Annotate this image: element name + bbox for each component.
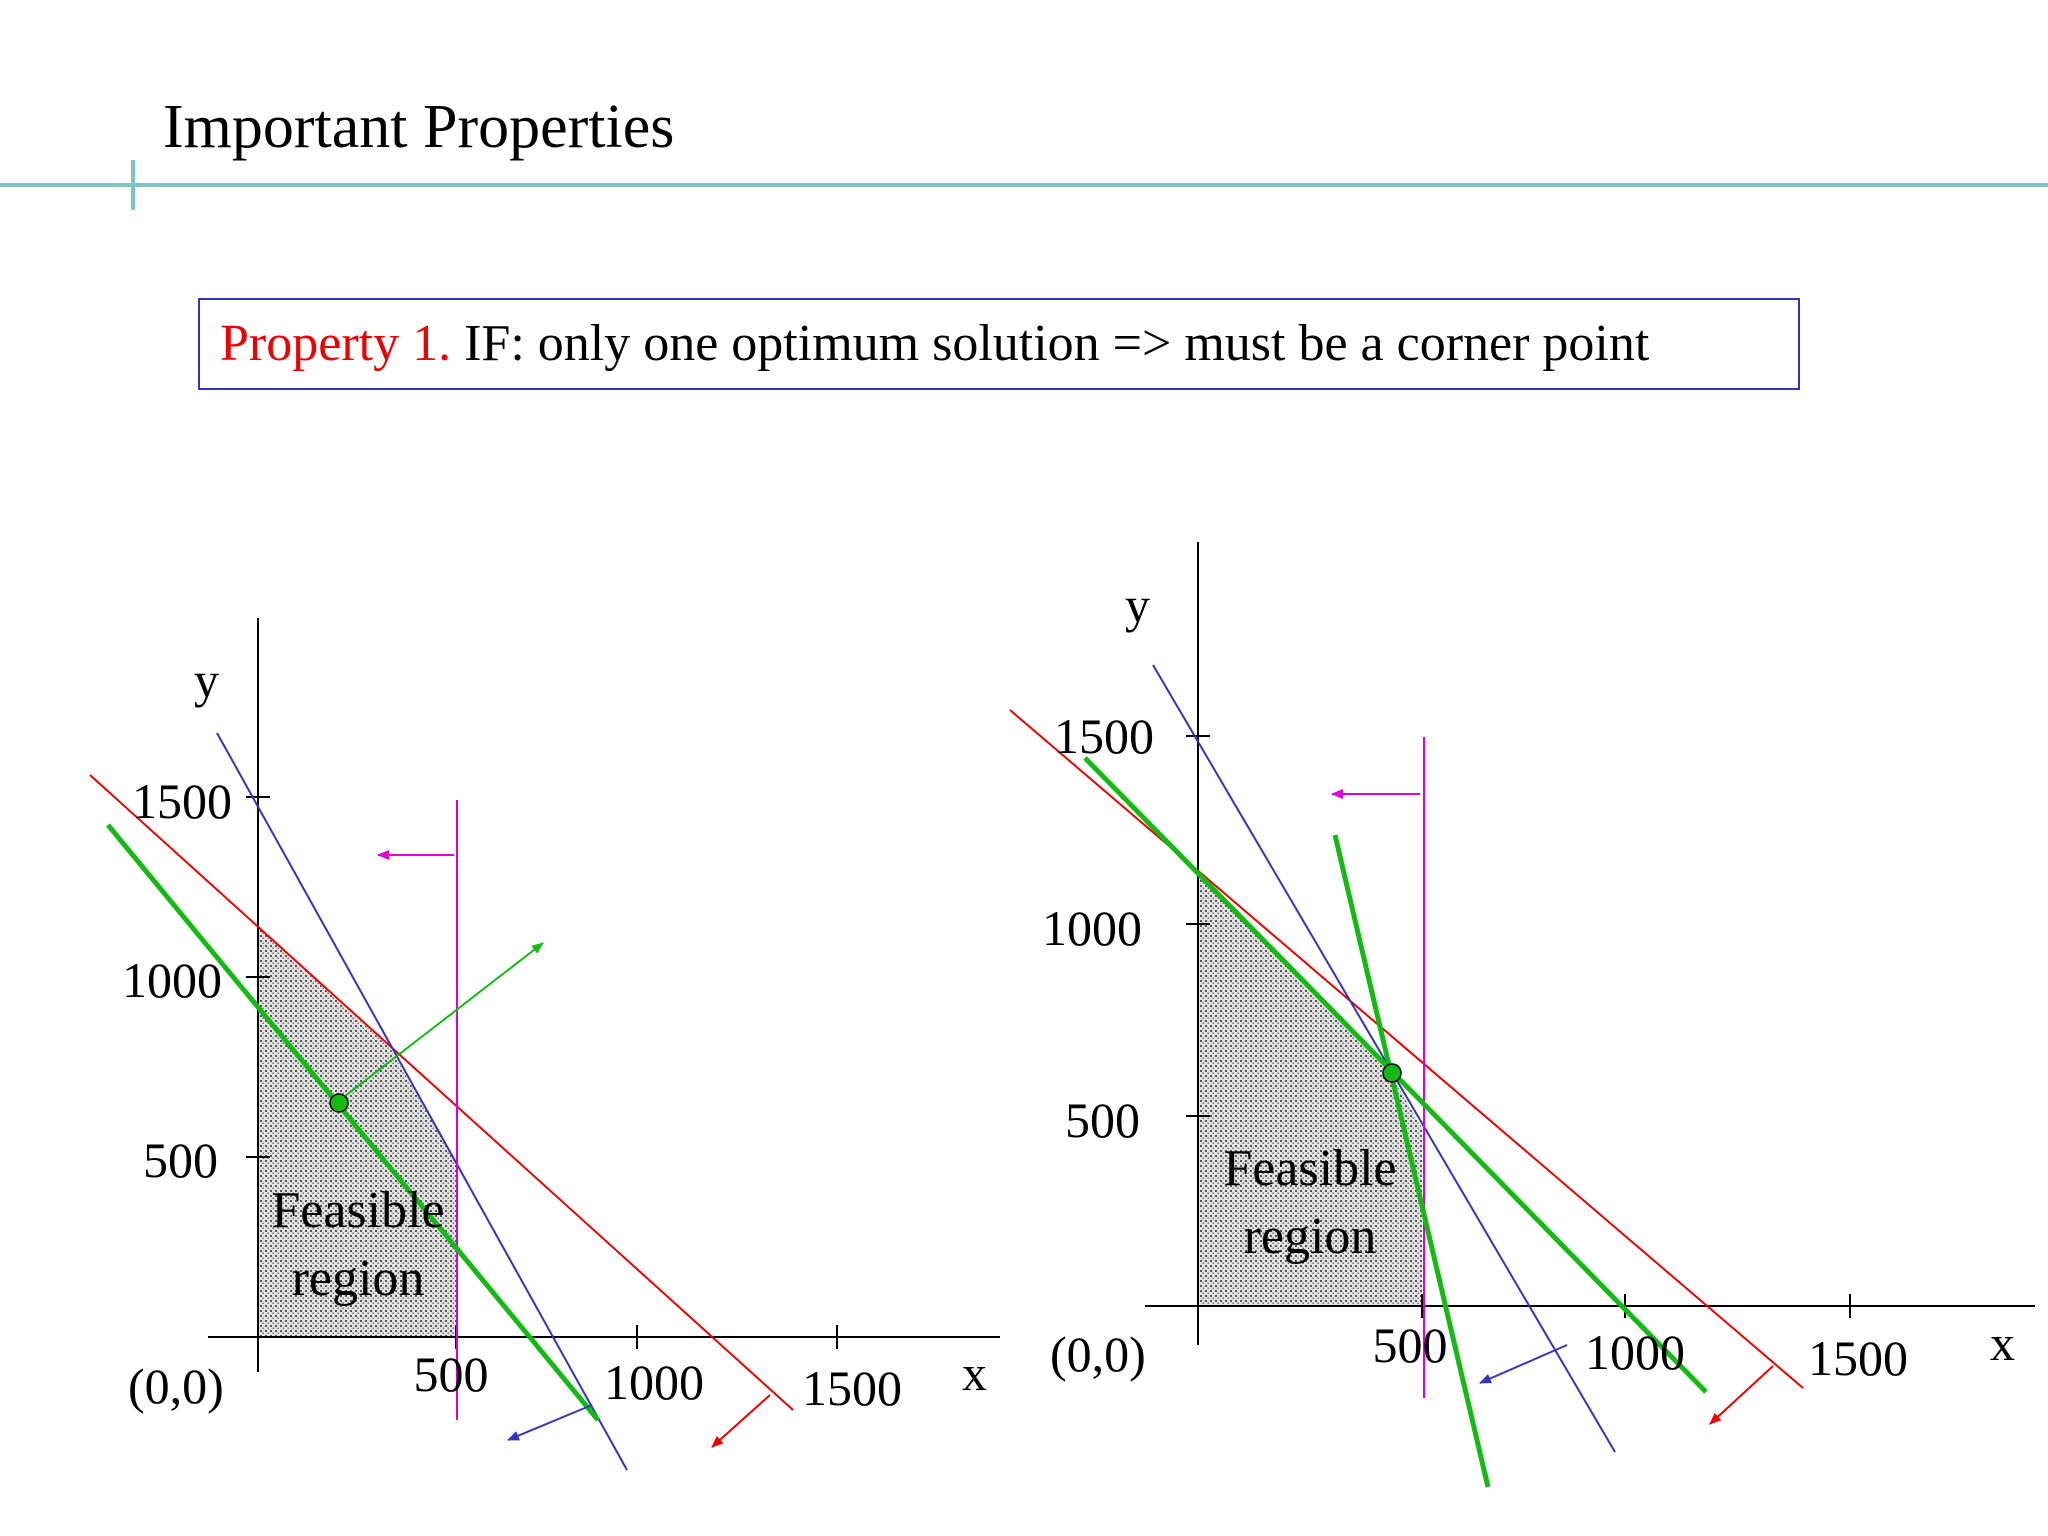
- feasible-region: [1198, 871, 1422, 1306]
- x-tick-label-500: 500: [414, 1346, 489, 1402]
- constraint-blue: [1152, 664, 1616, 1453]
- x-tick-label-1000: 1000: [604, 1354, 704, 1410]
- property-text: IF: only one optimum solution => must be…: [451, 315, 1650, 372]
- axis-label-y: y: [194, 652, 219, 708]
- optimum-point: [1382, 1063, 1402, 1083]
- feasible-region-label-line1: Feasible: [1223, 1140, 1396, 1197]
- y-tick-label-1500: 1500: [1054, 708, 1154, 764]
- y-tick-label-1500: 1500: [132, 773, 232, 829]
- constraint-red: [89, 774, 794, 1411]
- red-arrow: [711, 1394, 771, 1448]
- x-tick-label-500: 500: [1373, 1317, 1448, 1373]
- blue-arrow: [507, 1404, 593, 1441]
- property-label: Property 1.: [220, 315, 452, 372]
- objective-line-b: [1332, 834, 1491, 1488]
- axis-label-x: x: [962, 1345, 987, 1401]
- y-tick-label-500: 500: [1065, 1092, 1140, 1148]
- slide-title: Important Properties: [163, 93, 675, 161]
- y-tick-label-1000: 1000: [122, 952, 222, 1008]
- title-rule: [0, 183, 2048, 187]
- axis-label-y: y: [1125, 577, 1150, 633]
- origin-label: (0,0): [128, 1358, 224, 1414]
- blue-arrow: [1479, 1344, 1568, 1384]
- objective-direction-arrow: [339, 942, 544, 1101]
- optimum-point: [329, 1093, 349, 1113]
- constraint-red: [1009, 709, 1804, 1389]
- axis-label-x: x: [1990, 1315, 2015, 1371]
- origin-label: (0,0): [1050, 1326, 1146, 1382]
- feasible-region-label-line1: Feasible: [271, 1182, 444, 1239]
- y-tick-label-1000: 1000: [1042, 900, 1142, 956]
- x-tick-label-1500: 1500: [802, 1360, 902, 1416]
- constraint-blue: [216, 732, 628, 1471]
- objective-line: [106, 823, 600, 1422]
- feasible-region-label-line2: region: [1244, 1208, 1377, 1265]
- feasible-region-label-line2: region: [292, 1250, 425, 1307]
- feasible-region: [258, 928, 456, 1337]
- diagram-right: y x (0,0) 500 1000 1500 500 1000 1500 Fe…: [1009, 542, 2035, 1488]
- red-arrow: [1709, 1365, 1774, 1425]
- x-tick-label-1000: 1000: [1585, 1324, 1685, 1380]
- property-box: Property 1. IF: only one optimum solutio…: [198, 298, 1800, 390]
- diagram-left: y x (0,0) 500 1000 1500 500 1000 1500 Fe…: [89, 618, 1000, 1471]
- y-tick-label-500: 500: [143, 1132, 218, 1188]
- x-tick-label-1500: 1500: [1808, 1330, 1908, 1386]
- title-rule-tick: [131, 160, 135, 210]
